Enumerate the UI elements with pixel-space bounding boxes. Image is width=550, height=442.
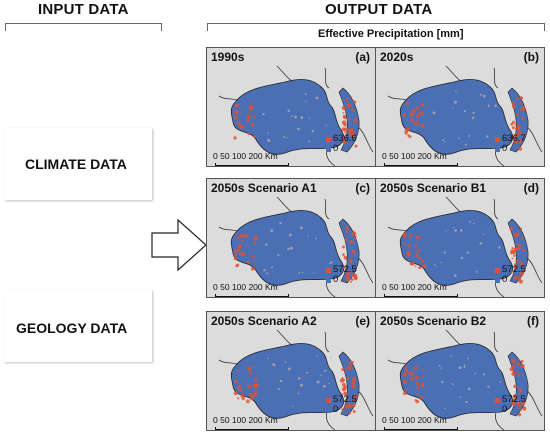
legend-low-swatch — [495, 277, 500, 283]
scale-bar — [384, 163, 458, 166]
map-panel: 1990s (a) 636.6 0 0 50 100 200 Km — [206, 47, 376, 167]
legend: 572.5 0 — [495, 395, 526, 415]
scale-bar-label: 0 50 100 200 Km — [213, 415, 278, 425]
panel-tag: (d) — [523, 181, 539, 195]
map-image — [218, 329, 374, 430]
legend-max-value: 636.7 — [502, 133, 526, 144]
scale-bar — [215, 163, 289, 166]
scale-bar — [215, 427, 289, 430]
legend-low-swatch — [495, 407, 500, 413]
legend-max-value: 572.5 — [333, 264, 357, 275]
arrow-icon — [151, 218, 207, 272]
legend: 572.5 0 — [326, 265, 357, 285]
map-image — [218, 196, 374, 297]
legend-high-swatch — [495, 397, 500, 403]
output-subtitle: Effective Precipitation [mm] — [318, 28, 464, 40]
panel-title: 2050s Scenario A2 — [211, 314, 317, 328]
map-image — [387, 196, 543, 297]
map-panel: 2020s (b) 636.7 0 0 50 100 200 Km — [375, 47, 545, 167]
legend-min-value: 0 — [502, 274, 508, 285]
legend-max-value: 636.6 — [333, 133, 357, 144]
climate-data-label: CLIMATE DATA — [25, 156, 127, 172]
panel-title: 1990s — [211, 50, 245, 64]
panel-tag: (e) — [355, 314, 370, 328]
map-panel: 2050s Scenario B1 (d) 572.5 0 0 50 100 2… — [375, 178, 545, 298]
legend-min-value: 0 — [502, 404, 508, 415]
input-data-header: INPUT DATA — [38, 1, 129, 18]
legend: 572.5 0 — [326, 395, 357, 415]
legend-high-swatch — [326, 267, 331, 273]
climate-data-box: CLIMATE DATA — [4, 128, 152, 200]
scale-bar-label: 0 50 100 200 Km — [382, 415, 447, 425]
legend-max-value: 572.5 — [502, 264, 526, 275]
scale-bar-label: 0 50 100 200 Km — [382, 282, 447, 292]
panel-title: 2050s Scenario B1 — [380, 181, 487, 195]
legend: 636.6 0 — [326, 134, 357, 154]
scale-bar-label: 0 50 100 200 Km — [213, 282, 278, 292]
legend-max-value: 572.5 — [333, 394, 357, 405]
legend-low-swatch — [326, 407, 331, 413]
scale-bar — [384, 427, 458, 430]
legend-max-value: 572.5 — [502, 394, 526, 405]
scale-bar — [215, 294, 289, 297]
panel-title: 2050s Scenario A1 — [211, 181, 317, 195]
map-panel: 2050s Scenario B2 (f) 572.5 0 0 50 100 2… — [375, 311, 545, 431]
legend-high-swatch — [326, 136, 331, 142]
legend: 572.5 0 — [495, 265, 526, 285]
panel-title: 2020s — [380, 50, 414, 64]
legend-min-value: 0 — [333, 274, 339, 285]
legend: 636.7 0 — [495, 134, 526, 154]
panel-tag: (c) — [355, 181, 370, 195]
panel-tag: (b) — [523, 50, 539, 64]
scale-bar-label: 0 50 100 200 Km — [213, 151, 278, 161]
legend-high-swatch — [495, 136, 500, 142]
scale-bar — [384, 294, 458, 297]
panel-tag: (f) — [527, 314, 539, 328]
input-bracket — [5, 23, 162, 31]
map-image — [387, 65, 543, 166]
panel-title: 2050s Scenario B2 — [380, 314, 487, 328]
output-bracket — [207, 23, 545, 31]
legend-low-swatch — [495, 146, 500, 152]
geology-data-box: GEOLOGY DATA — [4, 290, 152, 362]
map-panel: 2050s Scenario A1 (c) 572.5 0 0 50 100 2… — [206, 178, 376, 298]
map-panel: 2050s Scenario A2 (e) 572.5 0 0 50 100 2… — [206, 311, 376, 431]
scale-bar-label: 0 50 100 200 Km — [382, 151, 447, 161]
legend-min-value: 0 — [333, 143, 339, 154]
legend-high-swatch — [495, 267, 500, 273]
legend-low-swatch — [326, 277, 331, 283]
legend-min-value: 0 — [333, 404, 339, 415]
panel-tag: (a) — [355, 50, 370, 64]
legend-min-value: 0 — [502, 143, 508, 154]
map-image — [387, 329, 543, 430]
legend-high-swatch — [326, 397, 331, 403]
legend-low-swatch — [326, 146, 331, 152]
output-data-header: OUTPUT DATA — [325, 1, 433, 18]
geology-data-label: GEOLOGY DATA — [16, 320, 128, 336]
